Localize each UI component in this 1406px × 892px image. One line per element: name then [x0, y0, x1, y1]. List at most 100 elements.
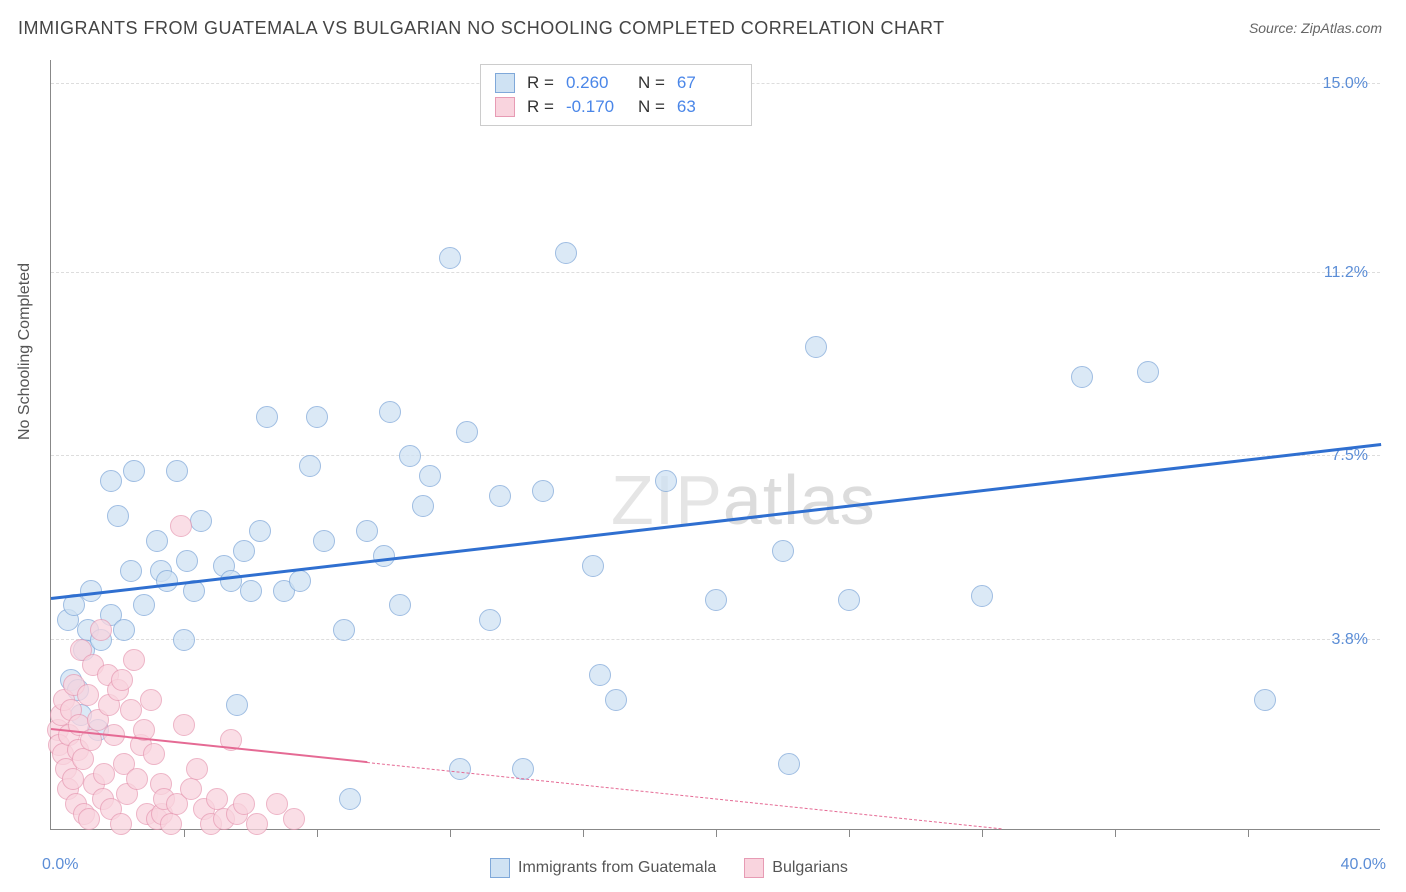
gridline: [51, 639, 1380, 640]
scatter-point-bulgarians: [170, 515, 192, 537]
n-value: 63: [677, 97, 737, 117]
scatter-point-bulgarians: [180, 778, 202, 800]
x-tick: [1115, 829, 1116, 837]
swatch-icon: [495, 97, 515, 117]
scatter-point-bulgarians: [77, 684, 99, 706]
scatter-point-guatemala: [313, 530, 335, 552]
scatter-point-guatemala: [582, 555, 604, 577]
scatter-point-guatemala: [778, 753, 800, 775]
r-legend-row-guatemala: R = 0.260 N = 67: [495, 71, 737, 95]
scatter-point-guatemala: [555, 242, 577, 264]
scatter-point-guatemala: [256, 406, 278, 428]
trend-line: [367, 762, 1001, 829]
scatter-point-bulgarians: [186, 758, 208, 780]
swatch-icon: [495, 73, 515, 93]
scatter-point-guatemala: [176, 550, 198, 572]
r-value: 0.260: [566, 73, 626, 93]
scatter-point-guatemala: [456, 421, 478, 443]
series-legend-item-bulgarians: Bulgarians: [744, 858, 848, 878]
scatter-point-bulgarians: [110, 813, 132, 835]
scatter-point-guatemala: [166, 460, 188, 482]
scatter-point-guatemala: [489, 485, 511, 507]
scatter-point-guatemala: [805, 336, 827, 358]
scatter-point-guatemala: [389, 594, 411, 616]
scatter-point-guatemala: [156, 570, 178, 592]
x-tick: [982, 829, 983, 837]
x-tick: [1248, 829, 1249, 837]
scatter-point-guatemala: [379, 401, 401, 423]
scatter-point-guatemala: [705, 589, 727, 611]
x-tick: [849, 829, 850, 837]
scatter-point-guatemala: [589, 664, 611, 686]
x-tick: [184, 829, 185, 837]
scatter-point-guatemala: [838, 589, 860, 611]
scatter-point-guatemala: [306, 406, 328, 428]
r-label: R =: [527, 73, 554, 93]
scatter-point-bulgarians: [160, 813, 182, 835]
trend-line: [51, 443, 1381, 600]
scatter-point-guatemala: [532, 480, 554, 502]
scatter-point-bulgarians: [93, 763, 115, 785]
scatter-point-guatemala: [339, 788, 361, 810]
scatter-point-guatemala: [107, 505, 129, 527]
scatter-point-guatemala: [605, 689, 627, 711]
scatter-point-guatemala: [356, 520, 378, 542]
y-tick-label: 15.0%: [1323, 75, 1368, 93]
scatter-point-guatemala: [113, 619, 135, 641]
n-label: N =: [638, 97, 665, 117]
x-tick: [716, 829, 717, 837]
series-label: Bulgarians: [772, 859, 848, 877]
scatter-point-guatemala: [1071, 366, 1093, 388]
x-tick: [450, 829, 451, 837]
scatter-point-guatemala: [120, 560, 142, 582]
scatter-point-bulgarians: [111, 669, 133, 691]
y-tick-label: 11.2%: [1324, 264, 1368, 282]
scatter-point-guatemala: [439, 247, 461, 269]
scatter-point-guatemala: [1254, 689, 1276, 711]
scatter-point-bulgarians: [173, 714, 195, 736]
scatter-point-bulgarians: [283, 808, 305, 830]
scatter-point-bulgarians: [78, 808, 100, 830]
scatter-point-guatemala: [240, 580, 262, 602]
scatter-point-bulgarians: [246, 813, 268, 835]
scatter-point-bulgarians: [72, 748, 94, 770]
y-axis-label: No Schooling Completed: [16, 263, 34, 440]
x-tick: [317, 829, 318, 837]
scatter-point-guatemala: [233, 540, 255, 562]
scatter-point-guatemala: [249, 520, 271, 542]
scatter-point-guatemala: [146, 530, 168, 552]
n-label: N =: [638, 73, 665, 93]
scatter-point-guatemala: [133, 594, 155, 616]
scatter-point-guatemala: [373, 545, 395, 567]
gridline: [51, 272, 1380, 273]
scatter-point-guatemala: [173, 629, 195, 651]
swatch-icon: [744, 858, 764, 878]
scatter-point-guatemala: [479, 609, 501, 631]
scatter-point-bulgarians: [120, 699, 142, 721]
correlation-legend: R =0.260N =67R =-0.170N =63: [480, 64, 752, 126]
scatter-point-guatemala: [100, 470, 122, 492]
scatter-point-guatemala: [123, 460, 145, 482]
chart-title: IMMIGRANTS FROM GUATEMALA VS BULGARIAN N…: [18, 18, 945, 39]
scatter-point-guatemala: [772, 540, 794, 562]
scatter-point-guatemala: [412, 495, 434, 517]
scatter-point-bulgarians: [140, 689, 162, 711]
scatter-point-guatemala: [449, 758, 471, 780]
source-attribution: Source: ZipAtlas.com: [1249, 20, 1382, 36]
scatter-point-bulgarians: [126, 768, 148, 790]
scatter-point-guatemala: [971, 585, 993, 607]
scatter-point-bulgarians: [123, 649, 145, 671]
scatter-point-guatemala: [333, 619, 355, 641]
scatter-point-guatemala: [655, 470, 677, 492]
scatter-point-guatemala: [419, 465, 441, 487]
gridline: [51, 455, 1380, 456]
scatter-point-bulgarians: [143, 743, 165, 765]
n-value: 67: [677, 73, 737, 93]
scatter-point-guatemala: [190, 510, 212, 532]
scatter-point-guatemala: [1137, 361, 1159, 383]
series-legend-item-guatemala: Immigrants from Guatemala: [490, 858, 716, 878]
x-tick: [583, 829, 584, 837]
scatter-point-bulgarians: [90, 619, 112, 641]
scatter-point-guatemala: [226, 694, 248, 716]
x-axis-max-label: 40.0%: [1341, 856, 1386, 874]
